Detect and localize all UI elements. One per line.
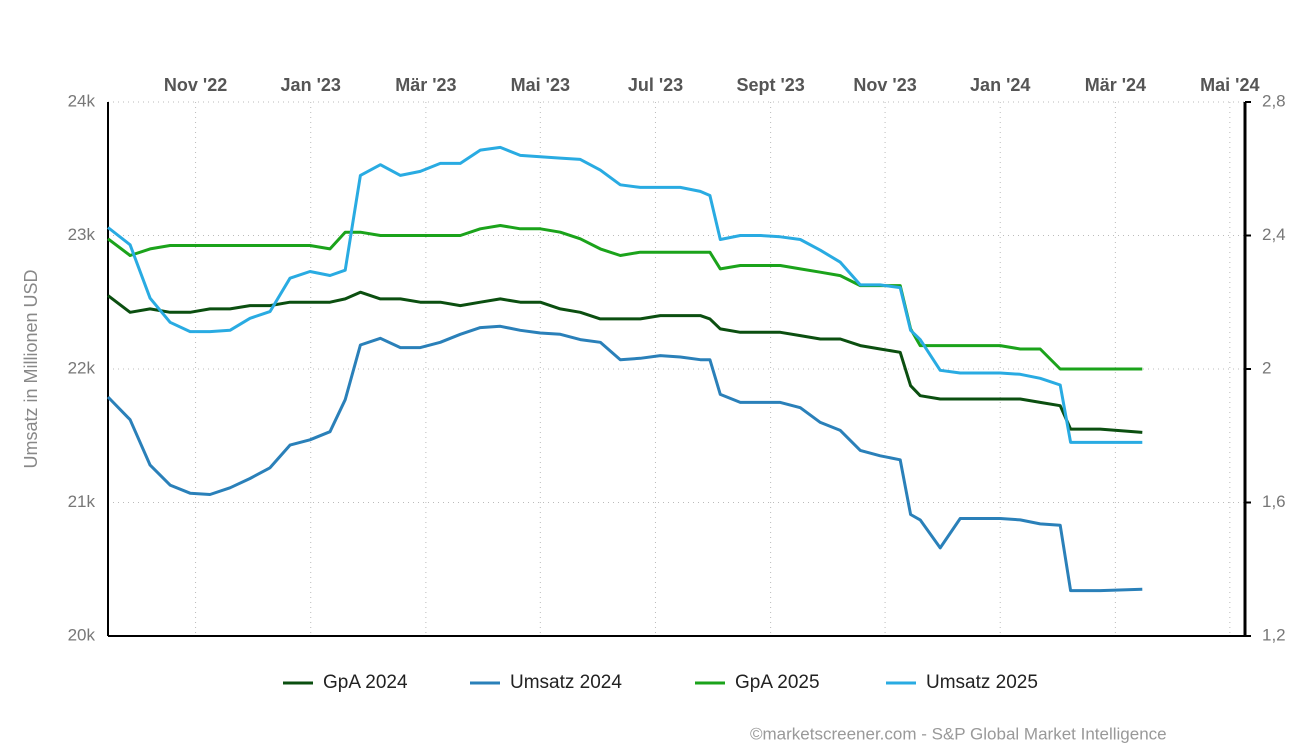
- series-line: [107, 290, 1143, 434]
- legend-label: Umsatz 2025: [926, 672, 1038, 693]
- x-tick-label: Nov '23: [853, 75, 916, 95]
- source-note: ©marketscreener.com - S&P Global Market …: [750, 724, 1167, 743]
- legend-label: GpA 2025: [735, 672, 820, 693]
- y-tick-label: 22k: [68, 358, 96, 377]
- series-line: [107, 224, 1143, 371]
- y2-tick-label: 2: [1262, 358, 1271, 377]
- x-tick-label: Jul '23: [628, 75, 683, 95]
- y2-tick-label: 2,8: [1262, 91, 1286, 110]
- x-tick-label: Nov '22: [164, 75, 227, 95]
- x-tick-label: Mai '24: [1200, 75, 1259, 95]
- y-tick-label: 23k: [68, 225, 96, 244]
- x-tick-label: Jan '24: [970, 75, 1030, 95]
- x-tick-label: Mär '23: [395, 75, 456, 95]
- y-axis-title: Umsatz in Millionen USD: [21, 269, 41, 468]
- y-tick-label: 21k: [68, 492, 96, 511]
- series-line: [106, 324, 1143, 593]
- x-tick-label: Mai '23: [511, 75, 570, 95]
- y2-tick-label: 1,2: [1262, 625, 1286, 644]
- series-line: [107, 145, 1143, 444]
- legend-label: GpA 2024: [323, 672, 408, 693]
- x-tick-label: Sept '23: [736, 75, 804, 95]
- y-tick-label: 20k: [68, 625, 96, 644]
- x-tick-label: Jan '23: [281, 75, 341, 95]
- legend-label: Umsatz 2024: [510, 672, 622, 693]
- y2-tick-label: 1,6: [1262, 492, 1286, 511]
- y-tick-label: 24k: [68, 91, 96, 110]
- x-tick-label: Mär '24: [1085, 75, 1146, 95]
- y2-tick-label: 2,4: [1262, 225, 1286, 244]
